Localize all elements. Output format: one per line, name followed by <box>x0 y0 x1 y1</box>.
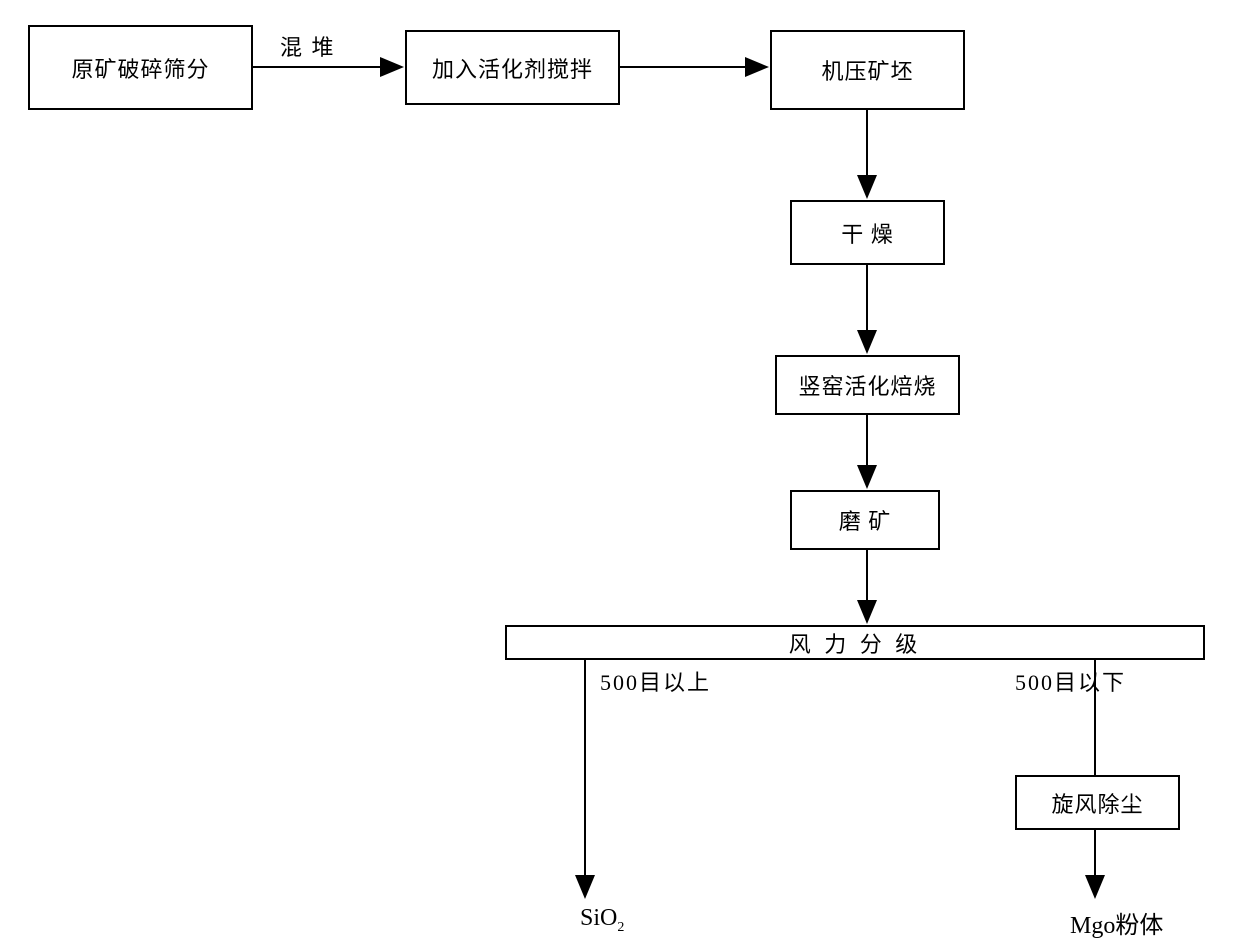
output-sio2: SiO2 <box>580 905 624 936</box>
output-label-text: SiO2 <box>580 905 624 931</box>
node-label: 干 燥 <box>841 217 894 249</box>
node-cyclone: 旋风除尘 <box>1015 775 1180 830</box>
node-label: 加入活化剂搅拌 <box>432 52 593 84</box>
node-label: 机压矿坯 <box>821 54 913 86</box>
node-roast: 竖窑活化焙烧 <box>775 355 960 415</box>
edge-label-mix: 混 堆 <box>280 30 336 62</box>
node-air-classify: 风 力 分 级 <box>505 625 1205 660</box>
edge-label-text: 500目以上 <box>600 670 711 695</box>
node-press: 机压矿坯 <box>770 30 965 110</box>
node-label: 原矿破碎筛分 <box>71 52 209 84</box>
node-raw-ore: 原矿破碎筛分 <box>28 25 253 110</box>
output-label-text: Mgo粉体 <box>1070 913 1163 939</box>
subscript: 2 <box>617 920 624 935</box>
node-label: 竖窑活化焙烧 <box>798 369 936 401</box>
node-label: 旋风除尘 <box>1051 787 1143 819</box>
edge-label-500above: 500目以上 <box>600 665 711 697</box>
node-grind: 磨 矿 <box>790 490 940 550</box>
node-label: 磨 矿 <box>839 504 892 536</box>
edge-label-text: 混 堆 <box>280 35 336 60</box>
edge-label-500below: 500目以下 <box>1015 665 1126 697</box>
node-dry: 干 燥 <box>790 200 945 265</box>
output-mgo: Mgo粉体 <box>1070 905 1163 940</box>
edge-label-text: 500目以下 <box>1015 670 1126 695</box>
node-activator-mix: 加入活化剂搅拌 <box>405 30 620 105</box>
node-label: 风 力 分 级 <box>789 627 922 659</box>
